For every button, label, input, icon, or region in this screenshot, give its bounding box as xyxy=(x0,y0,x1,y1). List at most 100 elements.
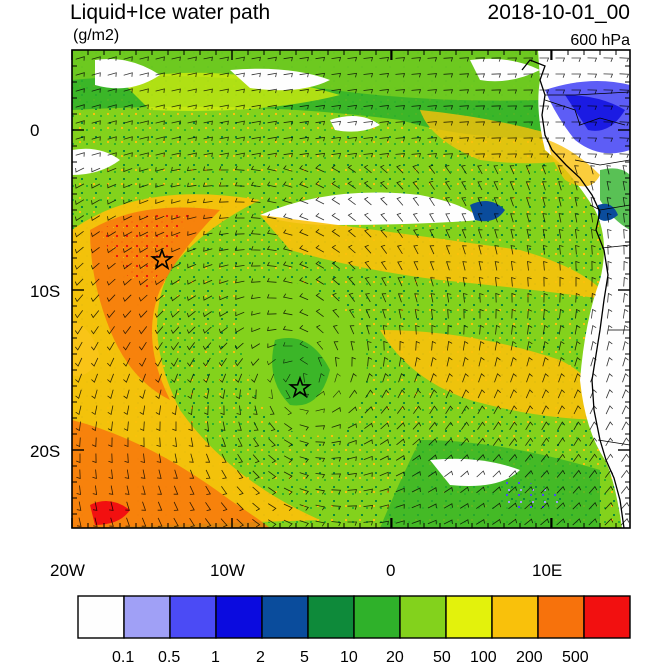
wind-barb xyxy=(510,260,516,271)
wind-barb xyxy=(172,437,177,448)
wind-barb xyxy=(589,421,598,431)
wind-barb xyxy=(459,105,470,110)
wind-barb xyxy=(491,105,502,110)
wind-barb xyxy=(559,308,565,319)
wind-barb xyxy=(427,121,438,126)
wind-barb xyxy=(429,405,438,415)
wind-barb xyxy=(282,309,293,316)
wind-barb xyxy=(621,421,630,431)
wind-barb xyxy=(266,197,277,204)
wind-barb xyxy=(542,181,547,191)
wind-barb xyxy=(234,214,245,219)
wind-barb xyxy=(447,340,453,351)
wind-barb xyxy=(186,357,195,367)
wind-barb xyxy=(123,247,133,254)
wind-barb xyxy=(282,245,293,252)
wind-barb xyxy=(379,57,390,62)
wind-barb xyxy=(475,137,486,142)
wind-barb xyxy=(523,73,534,78)
wind-barb xyxy=(587,137,598,142)
wind-barb xyxy=(315,473,326,479)
wind-barb xyxy=(399,340,404,351)
wind-barb xyxy=(398,356,405,367)
wind-barb xyxy=(303,373,308,383)
wind-barb xyxy=(234,358,244,367)
wind-barb xyxy=(156,437,161,448)
wind-barb xyxy=(347,164,356,173)
wind-barb xyxy=(299,408,309,415)
wind-barb xyxy=(523,137,534,142)
wind-barb xyxy=(266,310,277,315)
wind-barb xyxy=(107,183,117,189)
wind-barb xyxy=(267,503,277,512)
wind-barb xyxy=(203,120,213,126)
wind-barb xyxy=(574,324,581,335)
wind-barb xyxy=(623,260,628,271)
wind-barb xyxy=(283,165,293,172)
wind-barb xyxy=(559,244,564,255)
wind-barb xyxy=(447,308,452,319)
wind-barb xyxy=(219,295,229,301)
wind-barb xyxy=(507,137,518,142)
wind-barb xyxy=(203,263,213,269)
wind-barb xyxy=(380,405,390,414)
wind-barb xyxy=(540,502,550,510)
wind-barb xyxy=(315,276,325,285)
wind-barb xyxy=(123,357,131,367)
wind-barb xyxy=(91,88,101,93)
wind-barb xyxy=(495,292,500,303)
wind-barb xyxy=(414,309,420,319)
marker-star-1 xyxy=(150,247,174,271)
colorbar-label: 500 xyxy=(562,649,589,666)
wind-barb xyxy=(75,215,84,222)
wind-barb xyxy=(379,520,389,526)
wind-barb xyxy=(90,341,99,351)
wind-barb xyxy=(542,373,549,383)
wind-barb xyxy=(123,152,133,157)
wind-barb xyxy=(315,197,325,205)
wind-barb xyxy=(590,181,595,191)
wind-barb xyxy=(351,356,356,367)
colorbar-swatch xyxy=(261,595,309,639)
wind-barb xyxy=(109,501,114,511)
wind-barb xyxy=(91,421,97,432)
wind-barb xyxy=(139,104,149,109)
wind-barb xyxy=(331,521,342,527)
wind-barb xyxy=(491,121,502,126)
wind-barb xyxy=(267,373,275,383)
wind-barb xyxy=(108,469,113,480)
wind-barb xyxy=(524,469,534,478)
wind-barb xyxy=(444,165,451,174)
wind-barb xyxy=(299,424,309,431)
wind-barb xyxy=(574,181,579,191)
wind-barb xyxy=(106,294,116,303)
wind-barb xyxy=(91,56,101,61)
wind-barb xyxy=(591,228,596,239)
wind-barb xyxy=(187,405,193,416)
wind-barb xyxy=(508,486,518,494)
wind-barb xyxy=(398,309,403,319)
wind-barb xyxy=(107,389,114,399)
wind-barb xyxy=(477,405,486,415)
wind-barb xyxy=(331,212,341,221)
wind-barb xyxy=(427,519,437,525)
wind-barb xyxy=(75,88,85,93)
wind-barb xyxy=(379,89,390,94)
wind-barb xyxy=(363,153,374,158)
wind-barb xyxy=(475,518,485,525)
wind-barb xyxy=(411,105,422,110)
wind-barb xyxy=(427,137,438,142)
wind-barb xyxy=(347,228,356,238)
wind-barb xyxy=(123,56,133,61)
wind-barb xyxy=(283,181,293,188)
wind-barb xyxy=(444,421,454,430)
wind-barb xyxy=(269,405,275,415)
wind-barb xyxy=(331,104,342,110)
wind-barb xyxy=(299,456,309,463)
wind-barb xyxy=(541,389,549,399)
wind-barb xyxy=(591,292,597,303)
wind-barb xyxy=(492,518,501,525)
wind-barb xyxy=(250,294,261,300)
wind-barb xyxy=(479,308,484,319)
wind-barb xyxy=(317,357,323,367)
